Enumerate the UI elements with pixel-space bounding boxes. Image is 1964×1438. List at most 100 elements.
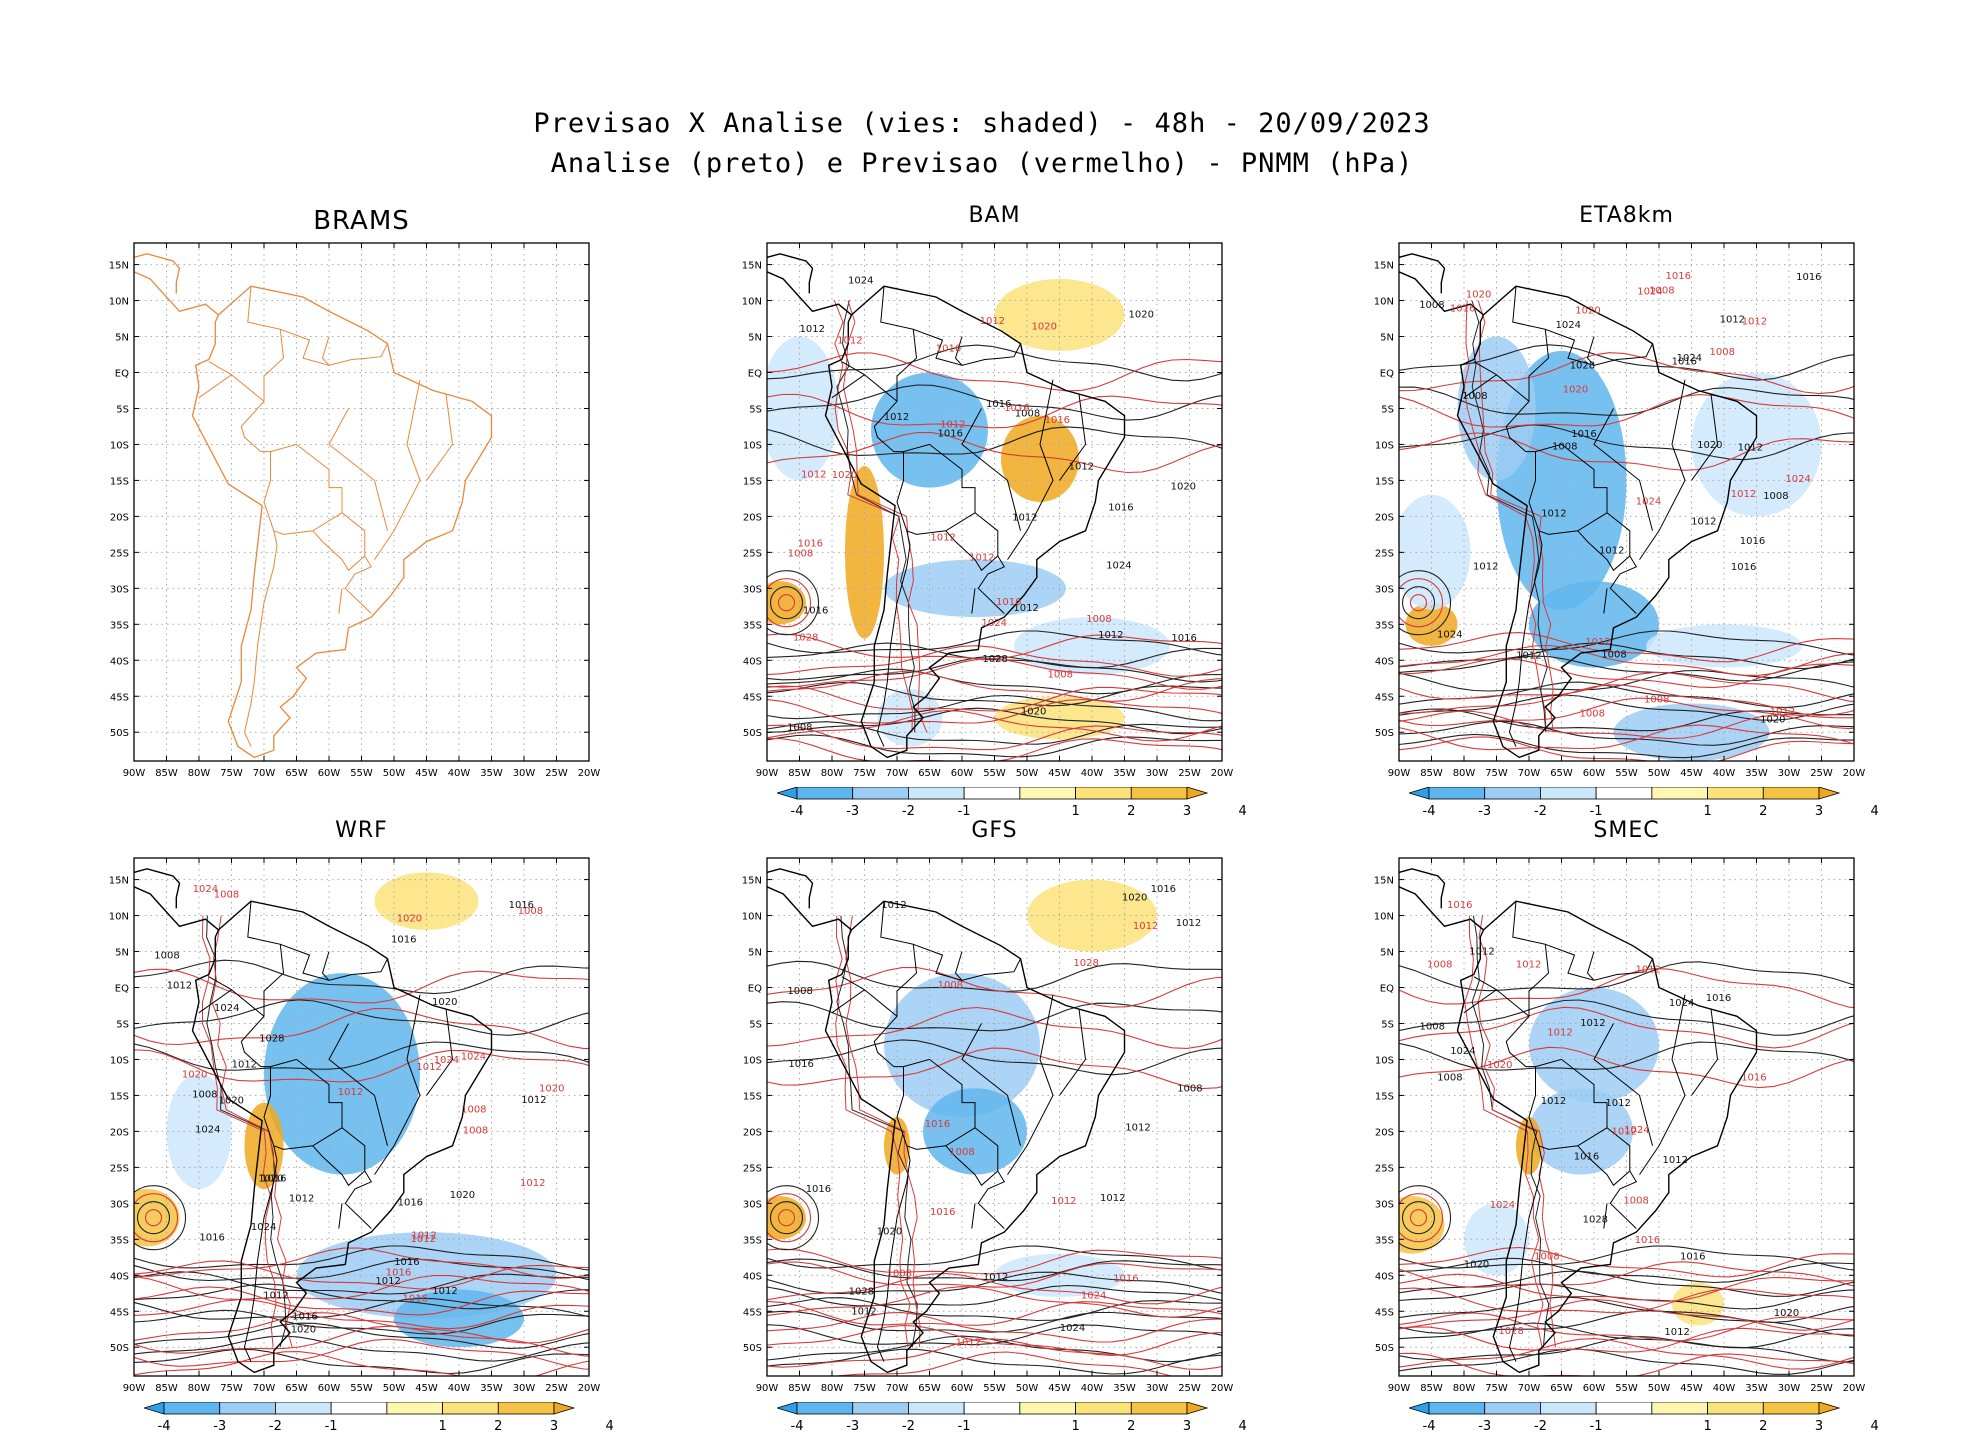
contour-label: 1012: [930, 532, 955, 543]
isobar-line: [134, 1348, 589, 1375]
lat-label: 10N: [1374, 297, 1394, 308]
contour-label: 1016: [391, 935, 416, 946]
isobar-line: [767, 685, 1222, 712]
lon-label: 65W: [1550, 1383, 1573, 1394]
contour-label: 1016: [1571, 429, 1596, 440]
contour-label: 1012: [521, 1095, 546, 1106]
contour-label: 1028: [793, 633, 818, 644]
lat-label: EQ: [115, 984, 129, 995]
lat-label: EQ: [1380, 369, 1394, 380]
colorbar: -4 -3 -2 -1 1 2 3 4: [777, 787, 1247, 819]
lon-label: 45W: [1048, 1383, 1071, 1394]
bias-shade: [264, 973, 420, 1175]
lat-label: 30S: [743, 584, 762, 595]
lon-label: 75W: [220, 1383, 243, 1394]
isobar-line: [767, 737, 1222, 761]
cyclone-ring: [767, 1185, 820, 1251]
isobar-line: [767, 1300, 1222, 1326]
colorbar-label: -3: [846, 1419, 859, 1434]
isobar-line: [1399, 1299, 1854, 1331]
contour-label: 1016: [1666, 271, 1691, 282]
isobar-line: [1399, 724, 1854, 751]
colorbar-label: 3: [1183, 804, 1191, 819]
isobar-line: [1399, 1261, 1854, 1288]
contour-label: 1012: [1098, 630, 1123, 641]
contour-label: 1024: [1556, 320, 1581, 331]
isobar-line: [767, 1324, 1222, 1356]
lon-label: 80W: [1453, 1383, 1476, 1394]
contour-label: 1016: [1731, 562, 1756, 573]
lat-label: 5S: [116, 404, 129, 415]
lat-label: 50S: [110, 728, 129, 739]
country-border: [243, 530, 278, 747]
lon-label: 70W: [1518, 768, 1541, 779]
panel-title: ETA8km: [1579, 203, 1674, 228]
lat-label: 15S: [1375, 1091, 1394, 1102]
bias-shade: [1464, 1203, 1529, 1276]
isobar-line: [1399, 644, 1854, 676]
cyclone-ring: [1401, 586, 1436, 620]
contour-label: 1016: [292, 1311, 317, 1322]
isobar-line: [767, 1312, 1222, 1343]
contour-label: 1012: [1541, 1096, 1566, 1107]
contour-label: 1012: [1516, 651, 1541, 662]
isobar-line: [1399, 733, 1854, 759]
isobar-line: [134, 1041, 589, 1071]
country-border: [971, 588, 976, 614]
lon-label: 75W: [220, 768, 243, 779]
lon-label: 40W: [448, 768, 471, 779]
contour-label: 1008: [214, 889, 239, 900]
contour-label: 1012: [1100, 1193, 1125, 1204]
lat-label: 10S: [110, 440, 129, 451]
country-border: [1545, 328, 1595, 366]
lon-label: 30W: [1146, 1383, 1169, 1394]
contour-label: 1016: [386, 1267, 411, 1278]
country-border: [945, 530, 999, 572]
contour-label: 1020: [1563, 384, 1588, 395]
lat-label: 35S: [110, 620, 129, 631]
contour-label: 1016: [806, 1184, 831, 1195]
lon-label: 90W: [1388, 1383, 1411, 1394]
country-border: [1505, 286, 1638, 614]
lon-label: 35W: [480, 1383, 503, 1394]
lat-label: 10S: [743, 1055, 762, 1066]
colorbar-swatch: [796, 1402, 854, 1415]
bias-shade: [1399, 494, 1471, 610]
country-border: [876, 530, 911, 747]
lon-label: 70W: [253, 768, 276, 779]
lon-label: 35W: [1113, 768, 1136, 779]
contour-label: 1008: [1644, 695, 1669, 706]
country-border: [841, 976, 865, 991]
andes-contour: [201, 915, 277, 1348]
colorbar-swatch: [144, 1402, 165, 1415]
contour-label: 1008: [787, 986, 812, 997]
country-border: [426, 1009, 454, 1096]
lat-label: 15S: [743, 476, 762, 487]
lon-label: 45W: [1048, 768, 1071, 779]
lat-label: 20S: [1375, 1127, 1394, 1138]
country-border: [876, 1145, 911, 1362]
isobar-line: [767, 642, 1222, 669]
colorbar-label: -4: [158, 1419, 171, 1434]
colorbar-swatch: [386, 1402, 443, 1415]
lon-label: 80W: [821, 768, 844, 779]
contour-label: 1012: [289, 1193, 314, 1204]
country-border: [1059, 394, 1087, 481]
isobar-line: [767, 645, 1222, 677]
contour-label: 1024: [193, 884, 218, 895]
country-border: [312, 530, 366, 572]
isobar-line: [1399, 1041, 1854, 1071]
colorbar-label: -4: [791, 804, 804, 819]
isobar-line: [134, 1322, 589, 1349]
lat-label: 50S: [1375, 1343, 1394, 1354]
lon-label: 25W: [545, 768, 568, 779]
country-border: [1007, 379, 1054, 560]
country-border: [873, 901, 1006, 1229]
contour-label: 1024: [1636, 497, 1661, 508]
country-border: [896, 1066, 908, 1146]
lon-label: 60W: [318, 768, 341, 779]
contour-label: 1012: [416, 1062, 441, 1073]
isobar-line: [1399, 642, 1854, 670]
bias-shade: [166, 1073, 232, 1189]
country-border: [208, 976, 232, 991]
